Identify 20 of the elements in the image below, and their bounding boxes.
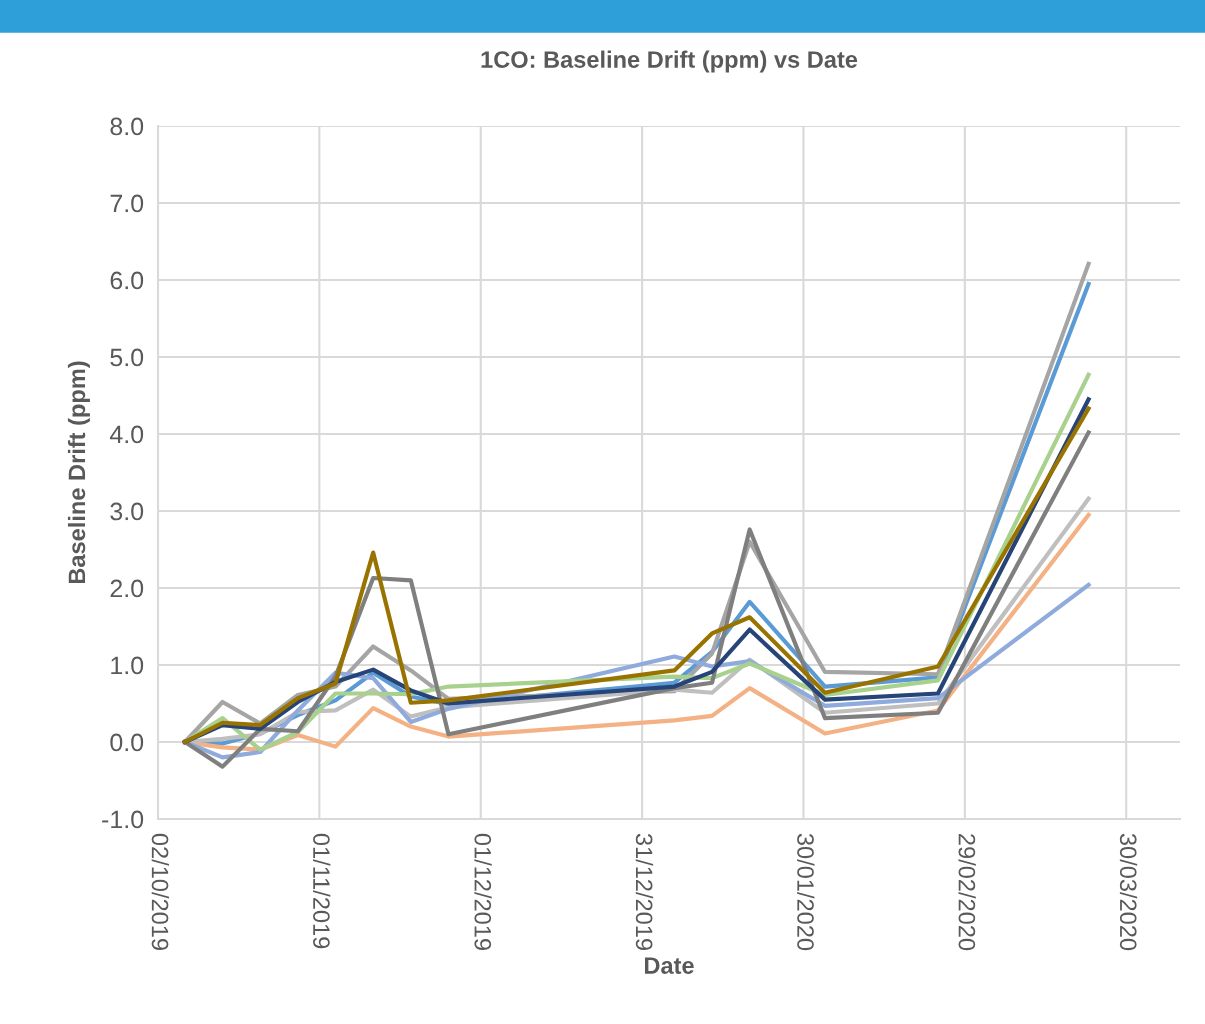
y-tick-label: 6.0: [110, 271, 144, 290]
y-tick-label: 2.0: [110, 579, 144, 598]
x-tick-label: 30/03/2020: [1119, 833, 1138, 951]
y-tick-label: 4.0: [109, 425, 144, 444]
chart-title: 1CO: Baseline Drift (ppm) vs Date: [481, 50, 858, 73]
y-tick-label: -1.0: [102, 810, 144, 829]
x-tick-label: 01/11/2019: [313, 833, 331, 949]
x-axis-title: Date: [644, 957, 694, 974]
x-tick-label: 30/01/2020: [797, 833, 815, 951]
y-tick-label: 3.0: [110, 502, 144, 521]
y-axis-title: Baseline Drift (ppm): [67, 361, 90, 584]
x-tick-label: 29/02/2020: [958, 834, 976, 951]
y-tick-label: 1.0: [111, 656, 144, 675]
x-tick-label: 01/12/2019: [474, 833, 492, 950]
y-tick-label: 0.0: [110, 733, 144, 752]
x-tick-label: 02/10/2019: [151, 833, 170, 950]
y-tick-label: 8.0: [110, 117, 144, 136]
y-tick-label: 5.0: [110, 348, 144, 367]
x-tick-label: 31/12/2019: [635, 833, 654, 950]
y-tick-label: 7.0: [110, 194, 144, 213]
